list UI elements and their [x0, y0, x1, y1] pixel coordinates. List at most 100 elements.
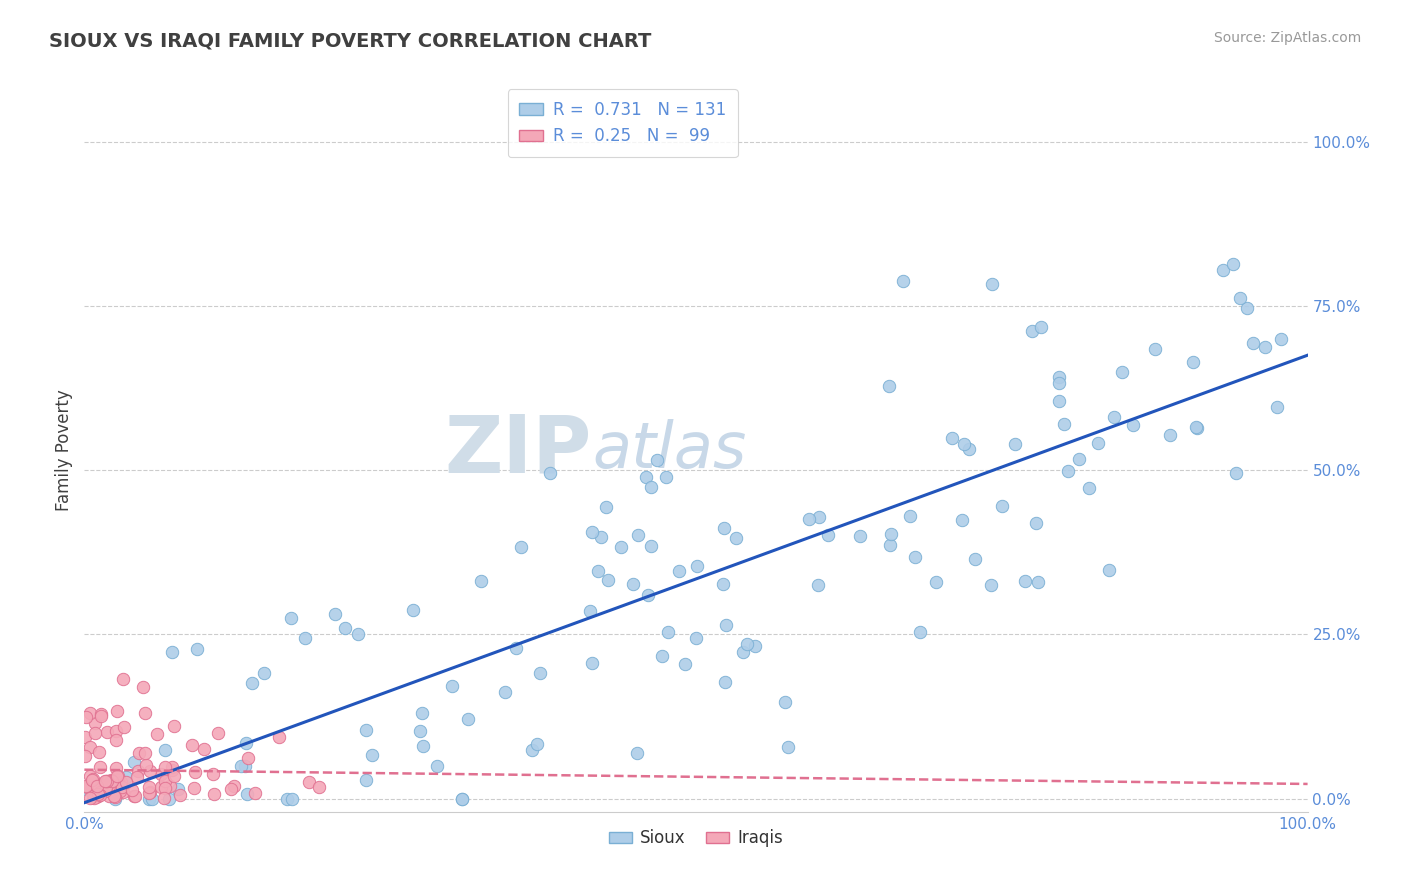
- Point: [908, 624, 931, 639]
- Point: [181, 738, 204, 752]
- Point: [634, 470, 657, 484]
- Point: [347, 627, 370, 641]
- Point: [799, 512, 821, 526]
- Point: [1056, 464, 1078, 478]
- Point: [529, 666, 551, 681]
- Point: [1025, 516, 1047, 531]
- Point: [980, 578, 1002, 592]
- Point: [280, 611, 302, 625]
- Point: [112, 720, 135, 734]
- Point: [980, 277, 1002, 292]
- Point: [114, 770, 136, 784]
- Point: [685, 631, 707, 645]
- Point: [104, 761, 127, 775]
- Point: [1102, 410, 1125, 425]
- Point: [150, 767, 173, 781]
- Point: [953, 437, 976, 451]
- Text: SIOUX VS IRAQI FAMILY POVERTY CORRELATION CHART: SIOUX VS IRAQI FAMILY POVERTY CORRELATIO…: [49, 31, 651, 50]
- Point: [86, 779, 108, 793]
- Point: [240, 675, 263, 690]
- Point: [1014, 574, 1036, 588]
- Point: [91, 783, 114, 797]
- Point: [96, 780, 118, 794]
- Point: [186, 642, 208, 657]
- Point: [1047, 370, 1070, 384]
- Point: [657, 625, 679, 640]
- Point: [114, 774, 136, 789]
- Point: [627, 528, 650, 542]
- Point: [202, 787, 225, 801]
- Point: [169, 788, 191, 802]
- Point: [354, 773, 377, 788]
- Point: [1185, 420, 1208, 434]
- Point: [79, 739, 101, 754]
- Point: [510, 541, 533, 555]
- Point: [84, 715, 107, 730]
- Point: [925, 575, 948, 590]
- Point: [426, 759, 449, 773]
- Point: [668, 564, 690, 578]
- Point: [596, 574, 619, 588]
- Point: [581, 524, 603, 539]
- Point: [1212, 263, 1234, 277]
- Point: [163, 719, 186, 733]
- Point: [891, 274, 914, 288]
- Point: [75, 779, 97, 793]
- Point: [108, 784, 131, 798]
- Point: [83, 791, 105, 805]
- Point: [1122, 417, 1144, 432]
- Point: [150, 780, 173, 795]
- Point: [323, 607, 346, 622]
- Point: [640, 480, 662, 494]
- Point: [412, 739, 434, 754]
- Y-axis label: Family Poverty: Family Poverty: [55, 390, 73, 511]
- Point: [581, 657, 603, 671]
- Point: [588, 565, 610, 579]
- Point: [411, 706, 433, 720]
- Point: [121, 783, 143, 797]
- Point: [578, 604, 600, 618]
- Point: [1241, 336, 1264, 351]
- Point: [1087, 436, 1109, 450]
- Point: [1047, 394, 1070, 409]
- Point: [402, 603, 425, 617]
- Point: [1052, 417, 1074, 432]
- Point: [626, 746, 648, 760]
- Point: [898, 509, 921, 524]
- Point: [451, 791, 474, 805]
- Point: [776, 740, 799, 755]
- Point: [1222, 257, 1244, 271]
- Point: [645, 452, 668, 467]
- Point: [440, 679, 463, 693]
- Point: [637, 588, 659, 602]
- Point: [1254, 340, 1277, 354]
- Point: [711, 577, 734, 591]
- Point: [100, 772, 122, 787]
- Point: [75, 710, 97, 724]
- Point: [104, 791, 127, 805]
- Point: [1111, 364, 1133, 378]
- Point: [98, 789, 121, 804]
- Point: [538, 466, 561, 480]
- Point: [103, 789, 125, 804]
- Point: [686, 558, 709, 573]
- Point: [589, 530, 612, 544]
- Point: [253, 666, 276, 681]
- Point: [193, 742, 215, 756]
- Point: [128, 746, 150, 760]
- Point: [87, 788, 110, 802]
- Point: [1077, 481, 1099, 495]
- Point: [94, 784, 117, 798]
- Point: [361, 748, 384, 763]
- Point: [107, 772, 129, 787]
- Point: [122, 756, 145, 770]
- Point: [1067, 451, 1090, 466]
- Point: [807, 578, 830, 592]
- Point: [651, 648, 673, 663]
- Point: [146, 727, 169, 741]
- Text: Source: ZipAtlas.com: Source: ZipAtlas.com: [1213, 31, 1361, 45]
- Point: [595, 500, 617, 514]
- Point: [505, 640, 527, 655]
- Point: [245, 786, 267, 800]
- Point: [83, 726, 105, 740]
